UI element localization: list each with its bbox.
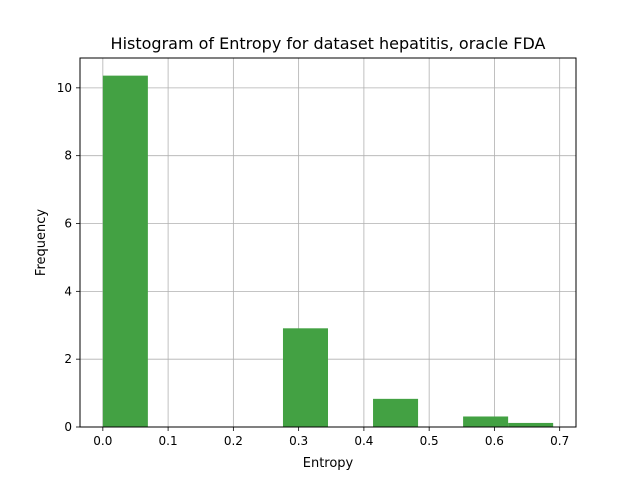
chart-title: Histogram of Entropy for dataset hepatit… — [111, 34, 546, 53]
histogram-bar — [373, 398, 419, 427]
x-tick-label: 0.3 — [289, 434, 308, 448]
y-tick-label: 4 — [64, 284, 72, 298]
y-tick-label: 2 — [64, 352, 72, 366]
y-tick-label: 8 — [64, 149, 72, 163]
x-axis-label: Entropy — [303, 456, 354, 471]
x-tick-label: 0.2 — [224, 434, 243, 448]
bars — [102, 75, 554, 427]
histogram-bar — [463, 416, 509, 427]
x-tick-label: 0.4 — [354, 434, 373, 448]
y-tick-label: 10 — [57, 81, 72, 95]
histogram-bar — [102, 75, 148, 427]
x-tick-label: 0.5 — [420, 434, 439, 448]
y-tick-label: 6 — [64, 217, 72, 231]
y-tick-label: 0 — [64, 420, 72, 434]
x-tick-label: 0.6 — [485, 434, 504, 448]
histogram-bar — [282, 328, 328, 427]
x-tick-label: 0.0 — [93, 434, 112, 448]
plot-frame — [79, 57, 577, 428]
ticks: 0.0 0.1 0.2 0.3 0.4 0.5 0.6 0.7 0 2 4 6 8 10 — [57, 81, 570, 448]
x-tick-label: 0.7 — [550, 434, 569, 448]
x-tick-label: 0.1 — [159, 434, 178, 448]
y-axis-label: Frequency — [34, 209, 49, 276]
histogram-bar — [508, 422, 554, 427]
